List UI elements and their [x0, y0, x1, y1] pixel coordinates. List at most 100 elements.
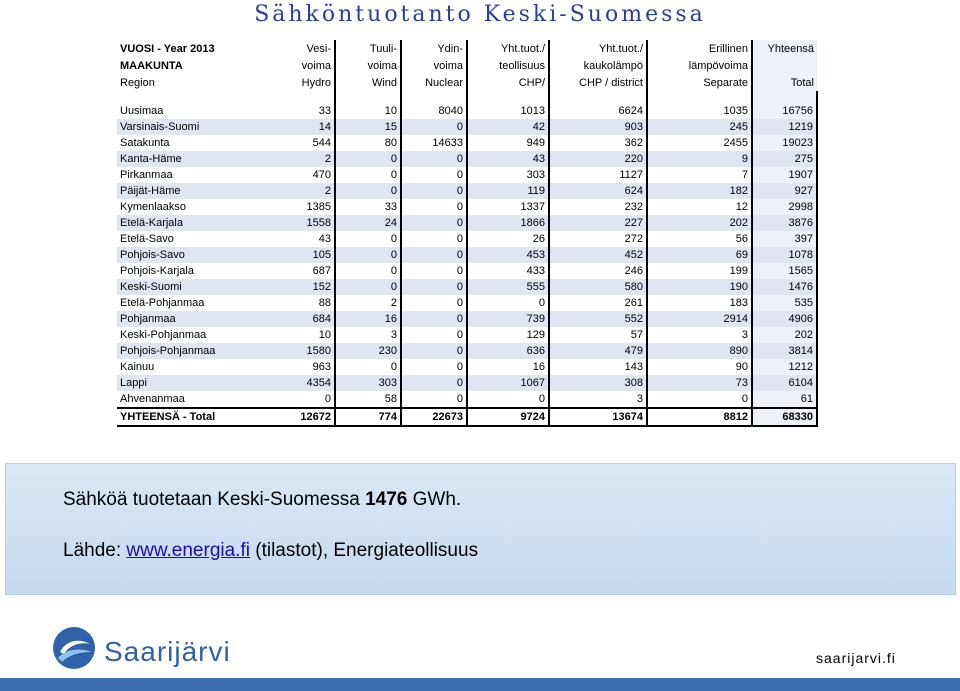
table-cell: 56 — [647, 231, 753, 247]
table-cell: Tuuli- — [335, 40, 402, 57]
table-cell: 552 — [549, 311, 648, 327]
row-label: Region — [120, 76, 155, 89]
table-cell: 8040 — [401, 103, 468, 119]
table-row: Pohjois-Karjala 687 0 0 433 246 199 1565 — [117, 263, 818, 279]
table-cell: 0 — [401, 215, 468, 231]
table-cell: 3 — [549, 391, 648, 408]
row-label: Satakunta — [120, 137, 170, 149]
row-label: Kymenlaakso — [120, 201, 187, 213]
table-cell: 0 — [401, 343, 468, 359]
table-row: YHTEENSÄ - Total 12672 774 22673 9724 13674 88… — [117, 407, 818, 427]
table-cell: 303 — [335, 375, 402, 391]
row-label: Etelä-Pohjanmaa — [120, 297, 205, 309]
table-cell: 2914 — [647, 311, 753, 327]
table-cell: 927 — [752, 183, 818, 199]
table-cell: voima — [335, 57, 402, 74]
table-cell: 0 — [335, 167, 402, 183]
statement-value: 1476 — [365, 489, 408, 510]
table-cell: 308 — [549, 375, 648, 391]
spacer-row — [117, 91, 818, 103]
table-cell: 903 — [549, 119, 648, 135]
row-label: Keski-Suomi — [117, 279, 265, 295]
row-label: Kainuu — [120, 361, 155, 373]
table-cell: 1212 — [752, 359, 818, 375]
table-cell: CHP / district — [549, 74, 648, 91]
table-cell: 433 — [467, 263, 550, 279]
table-cell: 33 — [265, 103, 336, 119]
table-cell: 202 — [752, 327, 818, 343]
table-cell: 890 — [647, 343, 753, 359]
table-cell: 0 — [467, 391, 550, 408]
table-cell: 4354 — [265, 375, 336, 391]
table-row: Varsinais-Suomi 14 15 0 42 903 245 1219 — [117, 119, 818, 135]
table-cell: 12672 — [265, 407, 336, 427]
table-cell: 580 — [549, 279, 648, 295]
production-statement: Sähköä tuotetaan Keski-Suomessa 1476 GWh… — [63, 489, 461, 511]
table-cell: 12 — [647, 199, 753, 215]
table-row: Pirkanmaa 470 0 0 303 1127 7 1907 — [117, 167, 818, 183]
table-cell: 0 — [335, 231, 402, 247]
table-cell: 16756 — [752, 103, 818, 119]
table-cell: 0 — [401, 327, 468, 343]
table-cell: Ydin- — [401, 40, 468, 57]
table-cell: Nuclear — [401, 74, 468, 91]
saarijarvi-logo-icon — [53, 627, 95, 669]
source-link[interactable]: www.energia.fi — [126, 540, 250, 561]
table-row: Keski-Suomi 152 0 0 555 580 190 1476 — [117, 279, 818, 295]
table-cell: 362 — [549, 135, 648, 151]
table-cell: 0 — [401, 183, 468, 199]
table-cell: Total — [752, 74, 817, 91]
table-cell: 0 — [401, 295, 468, 311]
electricity-production-table: VUOSI - Year 2013 Vesi- Tuuli- Ydin- Yht.tuo… — [117, 40, 818, 427]
table-cell: 0 — [401, 119, 468, 135]
table-row: Pohjanmaa 684 16 0 739 552 2914 4906 — [117, 311, 818, 327]
table-cell: 1866 — [467, 215, 550, 231]
site-url[interactable]: saarijarvi.fi — [816, 650, 896, 666]
table-cell: 14 — [265, 119, 336, 135]
table-cell: 9 — [647, 151, 753, 167]
table-cell: 88 — [265, 295, 336, 311]
table-cell: 10 — [265, 327, 336, 343]
table-cell: Separate — [647, 74, 753, 91]
table-row: Etelä-Pohjanmaa 88 2 0 0 261 183 535 — [117, 295, 818, 311]
table-cell: 687 — [265, 263, 336, 279]
row-label: Varsinais-Suomi — [117, 119, 265, 135]
table-cell: Yht.tuot./ — [467, 40, 550, 57]
table-cell: 26 — [467, 231, 550, 247]
table-cell: 24 — [335, 215, 402, 231]
row-label: Pohjanmaa — [117, 311, 265, 327]
table-cell: 2455 — [647, 135, 753, 151]
table-cell: 272 — [549, 231, 648, 247]
table-cell: Yht.tuot./ — [549, 40, 648, 57]
table-cell: 0 — [401, 279, 468, 295]
table-cell: 624 — [549, 183, 648, 199]
table-cell: 963 — [265, 359, 336, 375]
table-cell: 15 — [335, 119, 402, 135]
row-label: YHTEENSÄ - Total — [117, 407, 265, 427]
table-cell: 1580 — [265, 343, 336, 359]
table-cell: 14633 — [401, 135, 468, 151]
source-line: Lähde: www.energia.fi (tilastot), Energi… — [63, 540, 478, 562]
table-cell: 0 — [335, 247, 402, 263]
table-cell: 22673 — [401, 407, 468, 427]
table-cell: 0 — [467, 295, 550, 311]
table-cell: 6624 — [549, 103, 648, 119]
table-row: Kainuu 963 0 0 16 143 90 1212 — [117, 359, 818, 375]
table-cell: 90 — [647, 359, 753, 375]
logo-text: Saarijärvi — [104, 636, 231, 667]
table-cell: 303 — [467, 167, 550, 183]
table-cell: 19023 — [752, 135, 818, 151]
table-cell: 58 — [335, 391, 402, 408]
table-cell: 0 — [401, 151, 468, 167]
table-cell: 0 — [265, 391, 336, 408]
table-cell: 13674 — [549, 407, 648, 427]
table-cell: 246 — [549, 263, 648, 279]
table-cell: 1558 — [265, 215, 336, 231]
table-cell: 119 — [467, 183, 550, 199]
table-cell: Yhteensä — [752, 40, 817, 57]
row-label: Pohjois-Savo — [117, 247, 265, 263]
table-cell: 43 — [265, 231, 336, 247]
row-label: Pirkanmaa — [120, 169, 173, 181]
row-label: Päijät-Häme — [117, 183, 265, 199]
table-cell: CHP/ — [467, 74, 550, 91]
